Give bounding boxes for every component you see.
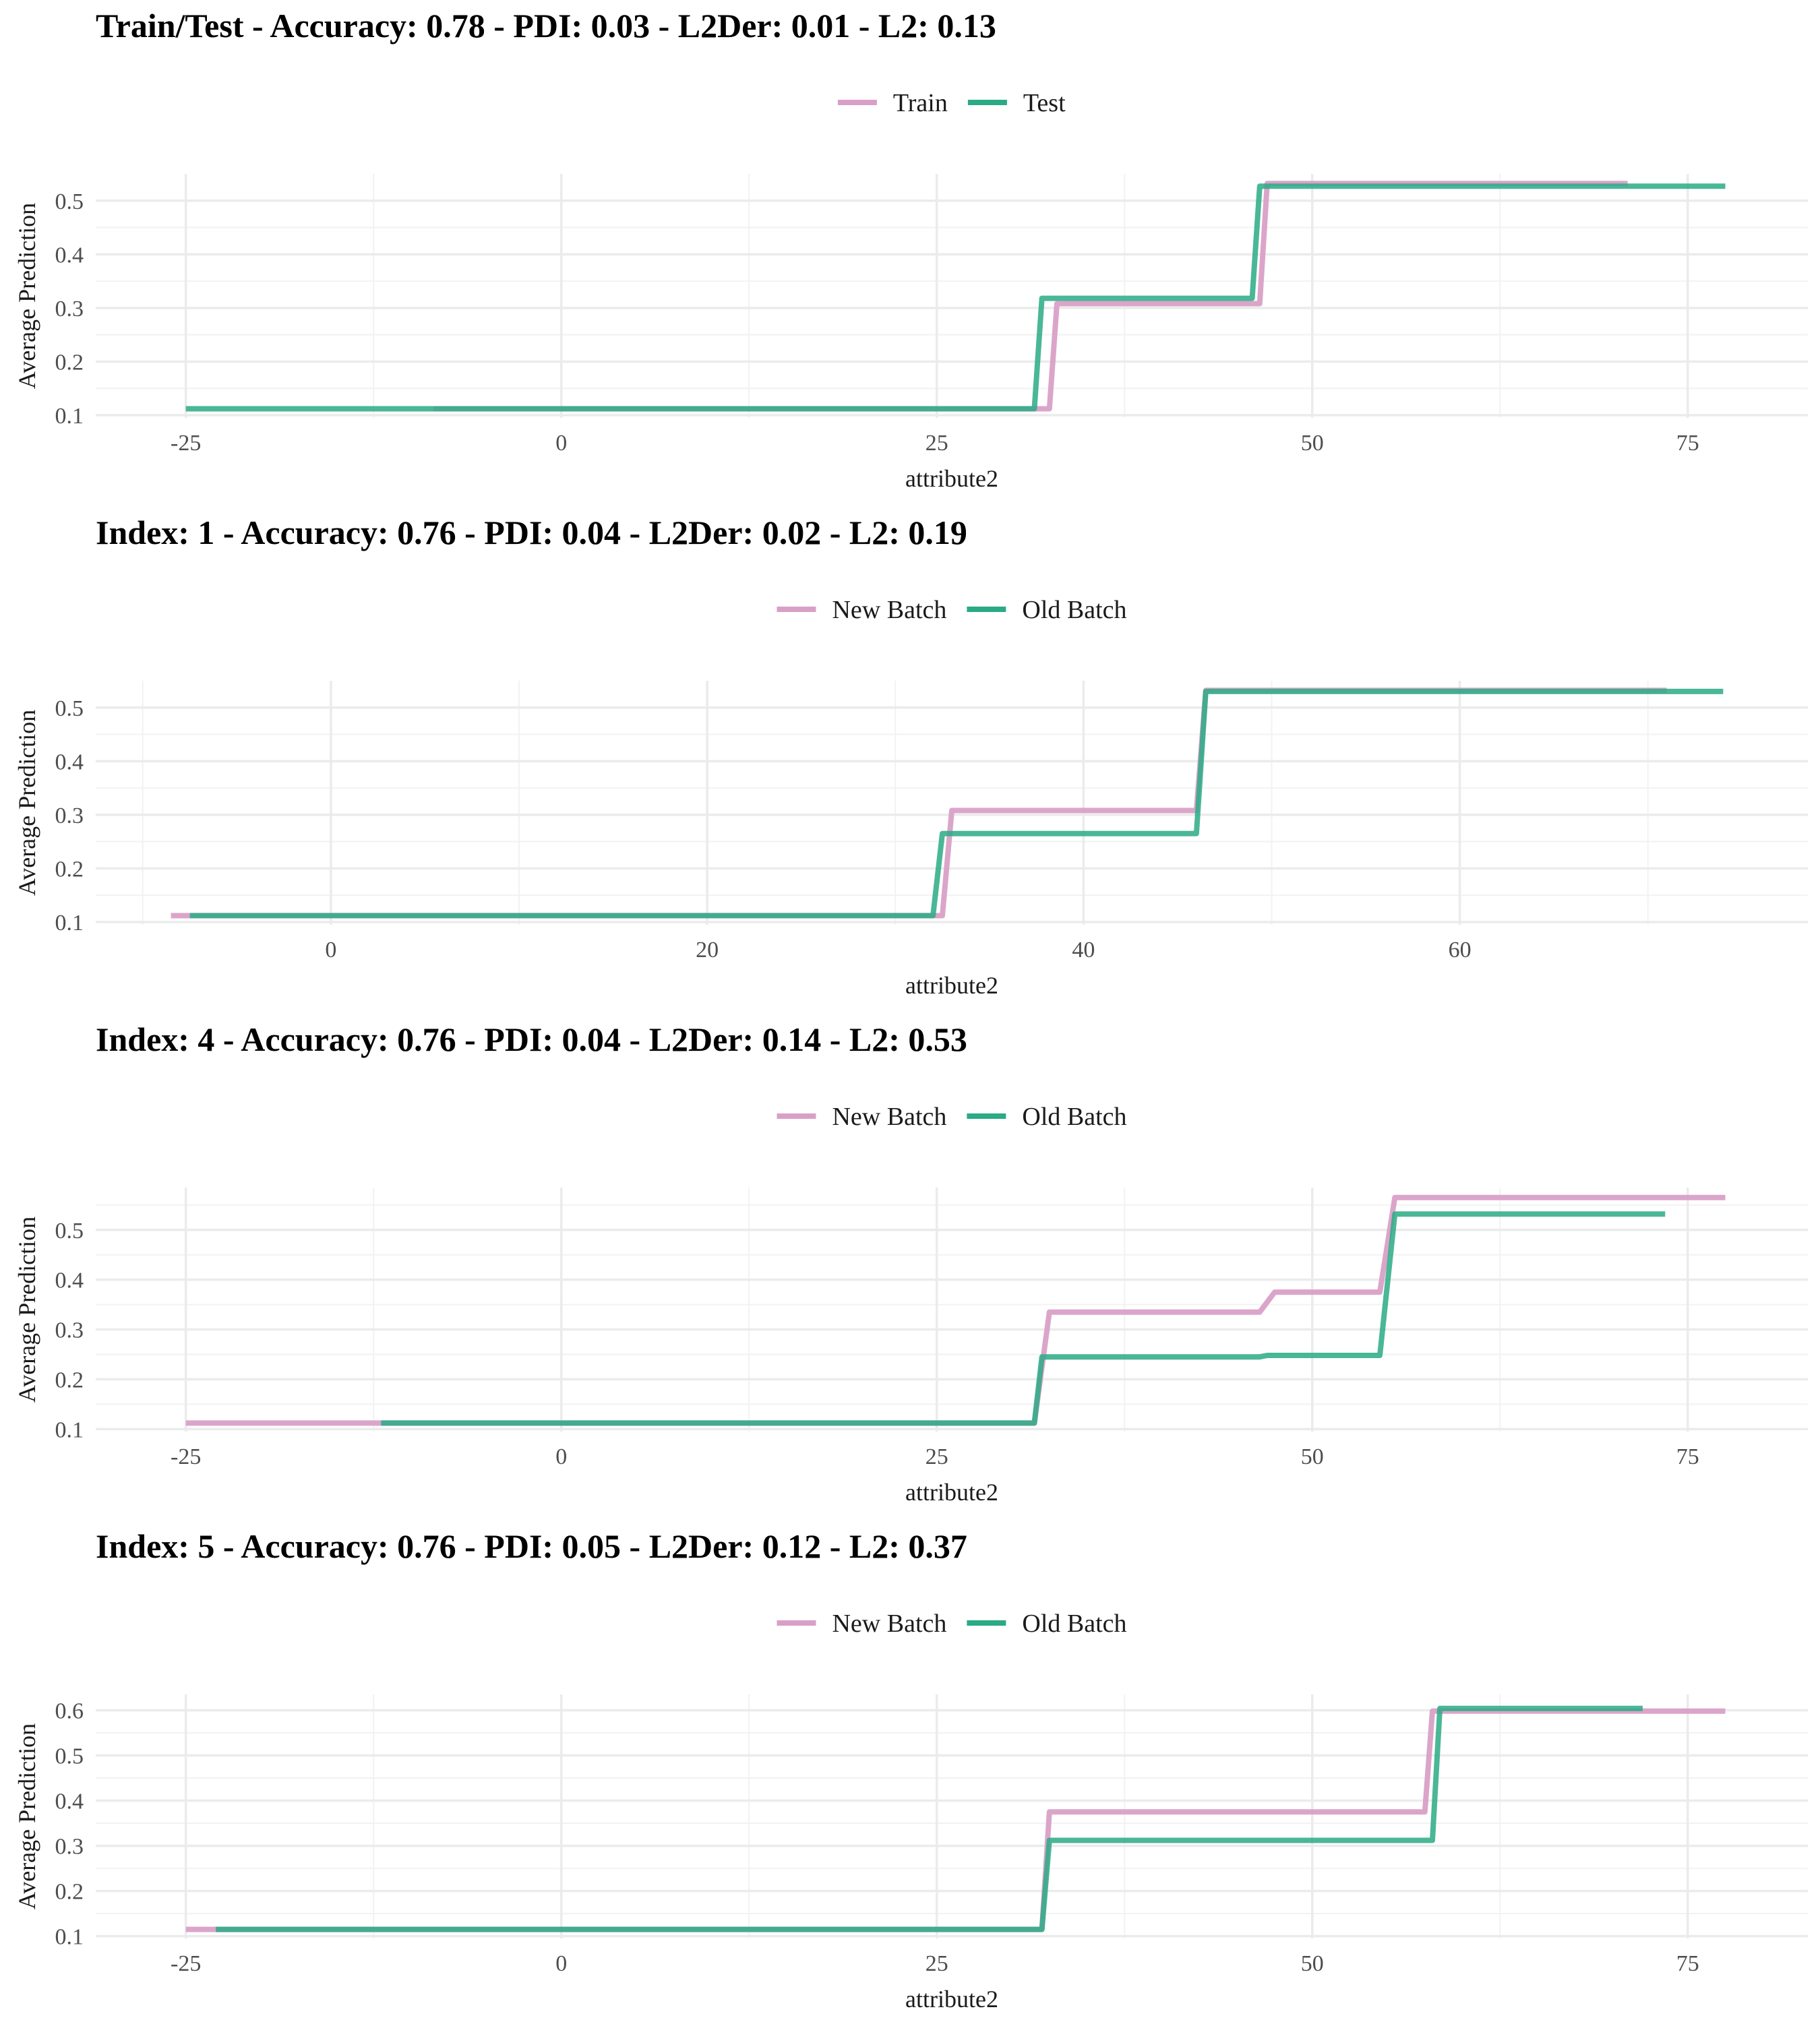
y-tick-label: 0.1 bbox=[55, 1417, 84, 1442]
y-tick-label: 0.2 bbox=[55, 1368, 84, 1392]
chart-panel-3: Index: 4 - Accuracy: 0.76 - PDI: 0.04 - … bbox=[13, 1020, 1808, 1506]
x-tick-label: 25 bbox=[926, 1951, 948, 1976]
x-tick-label: 60 bbox=[1449, 938, 1472, 962]
x-tick-label: 50 bbox=[1301, 431, 1324, 456]
legend-label: Train bbox=[893, 89, 948, 117]
x-tick-label: 50 bbox=[1301, 1951, 1324, 1976]
x-tick-label: -25 bbox=[171, 1444, 201, 1469]
legend-label: New Batch bbox=[832, 1103, 946, 1131]
legend: New Batch Old Batch bbox=[777, 1610, 1127, 1638]
y-tick-label: 0.4 bbox=[55, 243, 84, 268]
series-line-old-batch bbox=[189, 688, 1724, 919]
legend-label: Old Batch bbox=[1022, 1103, 1126, 1131]
x-axis-label: attribute2 bbox=[905, 465, 998, 492]
chart-panel-2: Index: 1 - Accuracy: 0.76 - PDI: 0.04 - … bbox=[13, 514, 1808, 999]
x-tick-label: 0 bbox=[555, 1951, 567, 1976]
y-tick-label: 0.4 bbox=[55, 1789, 84, 1814]
x-tick-label: 0 bbox=[325, 938, 336, 962]
legend-label: Test bbox=[1023, 89, 1066, 117]
y-axis-label: Average Prediction bbox=[13, 710, 40, 896]
legend: Train Test bbox=[837, 89, 1066, 117]
x-tick-label: 75 bbox=[1676, 1444, 1699, 1469]
series-line-new-batch bbox=[171, 687, 1667, 919]
chart-panel-1: Train/Test - Accuracy: 0.78 - PDI: 0.03 … bbox=[13, 7, 1808, 492]
legend-label: New Batch bbox=[832, 596, 946, 624]
series-line-old-batch bbox=[381, 1211, 1666, 1426]
x-tick-label: -25 bbox=[171, 1951, 201, 1976]
y-tick-label: 0.3 bbox=[55, 1835, 84, 1860]
y-tick-label: 0.5 bbox=[55, 189, 84, 214]
y-axis-label: Average Prediction bbox=[13, 203, 40, 389]
legend-label: Old Batch bbox=[1022, 596, 1126, 624]
y-tick-label: 0.4 bbox=[55, 1268, 84, 1293]
chart-title: Index: 5 - Accuracy: 0.76 - PDI: 0.05 - … bbox=[96, 1527, 967, 1565]
y-tick-label: 0.4 bbox=[55, 749, 84, 774]
y-tick-label: 0.6 bbox=[55, 1698, 84, 1723]
x-tick-label: 40 bbox=[1072, 938, 1095, 962]
y-tick-label: 0.3 bbox=[55, 1318, 84, 1343]
series-line-new-batch bbox=[185, 1708, 1726, 1932]
x-tick-label: 0 bbox=[555, 1444, 567, 1469]
y-tick-label: 0.3 bbox=[55, 803, 84, 828]
legend-label: New Batch bbox=[832, 1610, 946, 1638]
y-tick-label: 0.5 bbox=[55, 1744, 84, 1769]
series-line-old-batch bbox=[216, 1705, 1643, 1932]
chart-panel-4: Index: 5 - Accuracy: 0.76 - PDI: 0.05 - … bbox=[13, 1527, 1808, 2013]
x-tick-label: 25 bbox=[926, 431, 948, 456]
y-axis-label: Average Prediction bbox=[13, 1723, 40, 1909]
x-tick-label: 20 bbox=[696, 938, 719, 962]
series-line-new-batch bbox=[185, 1194, 1726, 1426]
legend: New Batch Old Batch bbox=[777, 596, 1127, 624]
chart-title: Train/Test - Accuracy: 0.78 - PDI: 0.03 … bbox=[96, 7, 996, 44]
y-tick-label: 0.1 bbox=[55, 1925, 84, 1950]
x-tick-label: 75 bbox=[1676, 1951, 1699, 1976]
x-axis-label: attribute2 bbox=[905, 1479, 998, 1506]
x-tick-label: 0 bbox=[555, 431, 567, 456]
legend-label: Old Batch bbox=[1022, 1610, 1126, 1638]
y-tick-label: 0.3 bbox=[55, 297, 84, 321]
y-tick-label: 0.5 bbox=[55, 696, 84, 721]
chart-title: Index: 4 - Accuracy: 0.76 - PDI: 0.04 - … bbox=[96, 1020, 967, 1058]
x-tick-label: 75 bbox=[1676, 431, 1699, 456]
series-line-train bbox=[433, 181, 1628, 412]
y-tick-label: 0.1 bbox=[55, 404, 84, 429]
x-tick-label: 50 bbox=[1301, 1444, 1324, 1469]
x-axis-label: attribute2 bbox=[905, 1986, 998, 2013]
y-tick-label: 0.2 bbox=[55, 350, 84, 375]
y-tick-label: 0.5 bbox=[55, 1219, 84, 1244]
series-line-test bbox=[185, 183, 1726, 412]
y-tick-label: 0.2 bbox=[55, 1880, 84, 1905]
chart-title: Index: 1 - Accuracy: 0.76 - PDI: 0.04 - … bbox=[96, 514, 967, 551]
y-tick-label: 0.2 bbox=[55, 857, 84, 882]
x-axis-label: attribute2 bbox=[905, 972, 998, 999]
legend: New Batch Old Batch bbox=[777, 1103, 1127, 1131]
x-tick-label: 25 bbox=[926, 1444, 948, 1469]
y-tick-label: 0.1 bbox=[55, 911, 84, 936]
y-axis-label: Average Prediction bbox=[13, 1217, 40, 1403]
x-tick-label: -25 bbox=[171, 431, 201, 456]
